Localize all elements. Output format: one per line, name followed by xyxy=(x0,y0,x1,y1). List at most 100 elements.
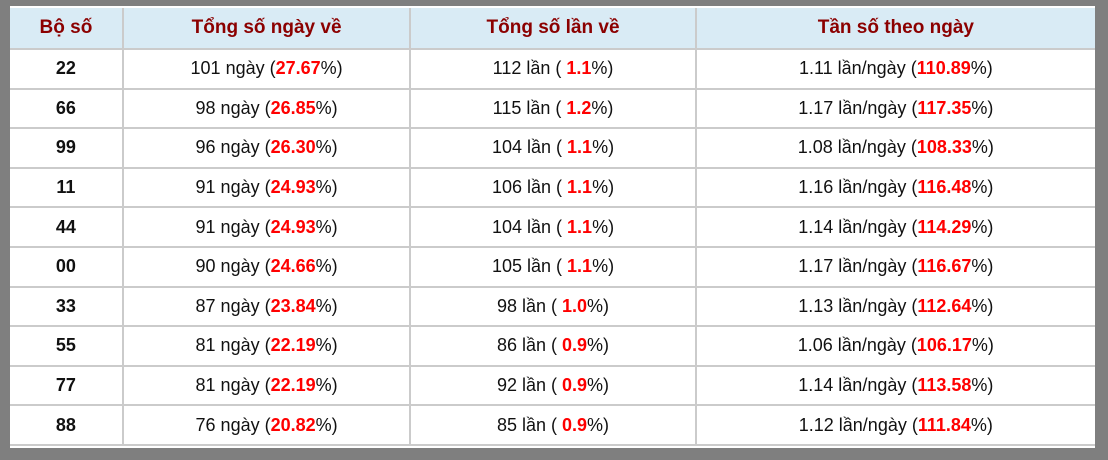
times-cell: 106 lần ( 1.1%) xyxy=(409,167,696,209)
cell-text: %) xyxy=(971,216,994,237)
table-body: 22 101 ngày (27.67%) 112 lần ( 1.1%) 1.11 l… xyxy=(10,49,1095,446)
cell-text: 76 ngày ( xyxy=(195,414,271,435)
highlight-percentage: 1.1 xyxy=(567,256,593,277)
frequency-cell: 1.14 lần/ngày (114.29%) xyxy=(694,207,1095,248)
cell-text: %) xyxy=(591,58,614,79)
cell-text: 1.17 lần/ngày ( xyxy=(798,256,918,277)
pair-number-cell: 33 xyxy=(10,286,123,328)
cell-text: %) xyxy=(587,375,610,396)
cell-text: 86 lần ( xyxy=(496,335,563,356)
days-cell: 98 ngày (26.85%) xyxy=(121,88,411,130)
table-row: 88 76 ngày (20.82%) 85 lần ( 0.9%) 1.12 lần… xyxy=(10,405,1095,446)
cell-text: %) xyxy=(970,58,993,79)
highlight-percentage: 1.1 xyxy=(567,137,593,158)
highlight-percentage: 23.84 xyxy=(270,295,316,316)
cell-text: 90 ngày ( xyxy=(195,256,271,277)
frequency-cell: 1.16 lần/ngày (116.48%) xyxy=(694,167,1095,209)
cell-text: 1.16 lần/ngày ( xyxy=(798,177,918,198)
highlight-percentage: 26.85 xyxy=(270,97,316,118)
cell-text: %) xyxy=(971,177,994,198)
cell-text: 106 lần ( xyxy=(491,177,568,198)
column-header-3: Tổng số lần về xyxy=(409,8,696,50)
cell-text: %) xyxy=(592,216,615,237)
highlight-percentage: 110.89 xyxy=(916,58,971,79)
pair-number-cell: 22 xyxy=(10,49,123,90)
cell-text: 104 lần ( xyxy=(491,137,568,158)
highlight-percentage: 106.17 xyxy=(916,335,972,356)
highlight-percentage: 22.19 xyxy=(270,375,316,396)
times-cell: 98 lần ( 1.0%) xyxy=(409,286,696,328)
cell-text: 91 ngày ( xyxy=(195,216,271,237)
days-cell: 87 ngày (23.84%) xyxy=(121,286,411,328)
cell-text: 112 lần ( xyxy=(492,58,567,79)
highlight-percentage: 113.58 xyxy=(917,375,972,396)
frequency-cell: 1.17 lần/ngày (117.35%) xyxy=(694,88,1095,130)
cell-text: 91 ngày ( xyxy=(195,177,271,198)
pair-number-cell: 66 xyxy=(10,88,123,130)
cell-text: 1.14 lần/ngày ( xyxy=(798,216,918,237)
cell-text: %) xyxy=(592,256,615,277)
table-row: 44 91 ngày (24.93%) 104 lần ( 1.1%) 1.14 lầ… xyxy=(10,207,1095,248)
cell-text: %) xyxy=(587,295,610,316)
highlight-percentage: 24.93 xyxy=(270,177,316,198)
column-header-1: Bộ số xyxy=(10,8,123,50)
cell-text: 101 ngày ( xyxy=(190,58,276,79)
cell-text: %) xyxy=(315,335,338,356)
cell-text: %) xyxy=(587,414,610,435)
cell-text: 1.12 lần/ngày ( xyxy=(798,414,918,435)
cell-text: 1.06 lần/ngày ( xyxy=(797,335,917,356)
table-row: 11 91 ngày (24.93%) 106 lần ( 1.1%) 1.16 lầ… xyxy=(10,167,1095,209)
cell-text: %) xyxy=(971,295,994,316)
highlight-percentage: 1.2 xyxy=(566,97,592,118)
times-cell: 85 lần ( 0.9%) xyxy=(409,405,696,446)
highlight-percentage: 24.66 xyxy=(270,256,316,277)
cell-text: %) xyxy=(591,97,614,118)
days-cell: 91 ngày (24.93%) xyxy=(121,207,411,248)
frequency-cell: 1.11 lần/ngày (110.89%) xyxy=(694,49,1095,90)
highlight-percentage: 117.35 xyxy=(917,97,972,118)
lottery-stats-table: Bộ số Tổng số ngày về Tổng số lần về Tần số… xyxy=(10,8,1095,446)
cell-text: %) xyxy=(315,97,338,118)
table-row: 22 101 ngày (27.67%) 112 lần ( 1.1%) 1.11 l… xyxy=(10,49,1095,90)
cell-text: 1.08 lần/ngày ( xyxy=(797,137,917,158)
pair-number-cell: 55 xyxy=(10,326,123,367)
times-cell: 112 lần ( 1.1%) xyxy=(409,49,696,90)
cell-text: %) xyxy=(971,137,994,158)
cell-text: 92 lần ( xyxy=(496,375,563,396)
cell-text: %) xyxy=(970,414,993,435)
table-row: 66 98 ngày (26.85%) 115 lần ( 1.2%) 1.17 lầ… xyxy=(10,88,1095,130)
cell-text: %) xyxy=(971,375,994,396)
days-cell: 91 ngày (24.93%) xyxy=(121,167,411,209)
highlight-percentage: 114.29 xyxy=(917,216,972,237)
cell-text: %) xyxy=(315,414,338,435)
days-cell: 96 ngày (26.30%) xyxy=(121,128,411,169)
cell-text: %) xyxy=(587,335,610,356)
highlight-percentage: 24.93 xyxy=(270,216,316,237)
highlight-percentage: 1.1 xyxy=(567,177,593,198)
days-cell: 81 ngày (22.19%) xyxy=(121,365,411,407)
times-cell: 104 lần ( 1.1%) xyxy=(409,207,696,248)
times-cell: 105 lần ( 1.1%) xyxy=(409,246,696,288)
highlight-percentage: 0.9 xyxy=(562,335,588,356)
cell-text: 104 lần ( xyxy=(491,216,568,237)
cell-text: 96 ngày ( xyxy=(195,137,271,158)
cell-text: 98 lần ( xyxy=(496,295,563,316)
cell-text: %) xyxy=(320,58,343,79)
cell-text: %) xyxy=(315,375,338,396)
highlight-percentage: 27.67 xyxy=(275,58,321,79)
table-row: 99 96 ngày (26.30%) 104 lần ( 1.1%) 1.08 lầ… xyxy=(10,128,1095,169)
highlight-percentage: 1.0 xyxy=(562,295,588,316)
table-header: Bộ số Tổng số ngày về Tổng số lần về Tần số… xyxy=(10,8,1095,50)
pair-number-cell: 11 xyxy=(10,167,123,209)
pair-number-cell: 44 xyxy=(10,207,123,248)
times-cell: 104 lần ( 1.1%) xyxy=(409,128,696,169)
times-cell: 86 lần ( 0.9%) xyxy=(409,326,696,367)
table-row: 33 87 ngày (23.84%) 98 lần ( 1.0%) 1.13 lần… xyxy=(10,286,1095,328)
highlight-percentage: 111.84 xyxy=(917,414,971,435)
days-cell: 76 ngày (20.82%) xyxy=(121,405,411,446)
table-row: 77 81 ngày (22.19%) 92 lần ( 0.9%) 1.14 lần… xyxy=(10,365,1095,407)
pair-number-cell: 99 xyxy=(10,128,123,169)
pair-number-cell: 00 xyxy=(10,246,123,288)
cell-text: 1.13 lần/ngày ( xyxy=(798,295,918,316)
